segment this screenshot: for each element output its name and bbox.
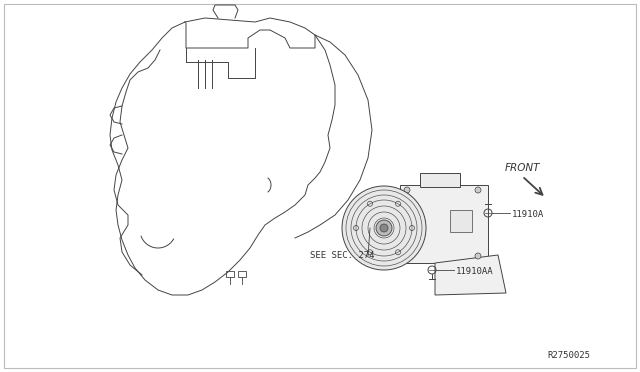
Circle shape (404, 253, 410, 259)
Circle shape (404, 187, 410, 193)
Text: R2750025: R2750025 (547, 351, 590, 360)
Circle shape (376, 220, 392, 236)
Polygon shape (435, 255, 506, 295)
Bar (238, 271, 246, 277)
Circle shape (475, 253, 481, 259)
Text: SEE SEC. 274: SEE SEC. 274 (310, 251, 374, 260)
Bar (420, 173, 460, 187)
Bar (450, 210, 472, 232)
Text: FRONT: FRONT (505, 163, 541, 173)
Circle shape (380, 224, 388, 232)
Circle shape (342, 186, 426, 270)
Bar (226, 271, 234, 277)
Text: 11910AA: 11910AA (456, 266, 493, 276)
Bar (400, 185, 488, 263)
Circle shape (475, 187, 481, 193)
Text: 11910A: 11910A (512, 209, 544, 218)
